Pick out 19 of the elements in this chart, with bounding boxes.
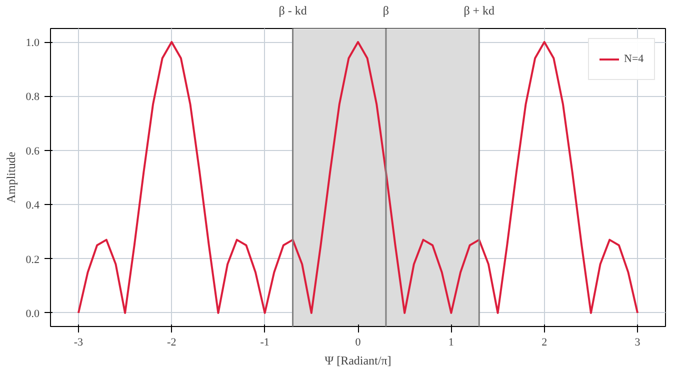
- legend-label: N=4: [624, 53, 644, 65]
- x-tick-label: 3: [634, 336, 641, 348]
- x-tick-label: 2: [542, 336, 548, 348]
- ref-line-label: β: [382, 4, 390, 18]
- ref-line-label: β - kd: [278, 4, 307, 18]
- x-tick-label: -3: [74, 336, 84, 348]
- x-tick-label: 1: [448, 336, 454, 348]
- y-tick-label: 0.8: [26, 91, 40, 104]
- y-axis-title: Amplitude: [4, 152, 18, 204]
- y-tick-label: 0.4: [26, 200, 40, 212]
- ref-line-label: β + kd: [464, 4, 495, 18]
- x-tick-label: 0: [355, 336, 362, 348]
- y-tick-label: 0.6: [26, 145, 40, 158]
- y-tick-label: 0.2: [26, 254, 40, 266]
- y-tick-label: 1.0: [26, 37, 40, 50]
- x-tick-label: -2: [167, 336, 176, 348]
- x-axis-title: Ψ [Radiant/π]: [324, 354, 392, 368]
- y-tick-label: 0.0: [26, 308, 40, 320]
- x-tick-label: -1: [260, 336, 270, 348]
